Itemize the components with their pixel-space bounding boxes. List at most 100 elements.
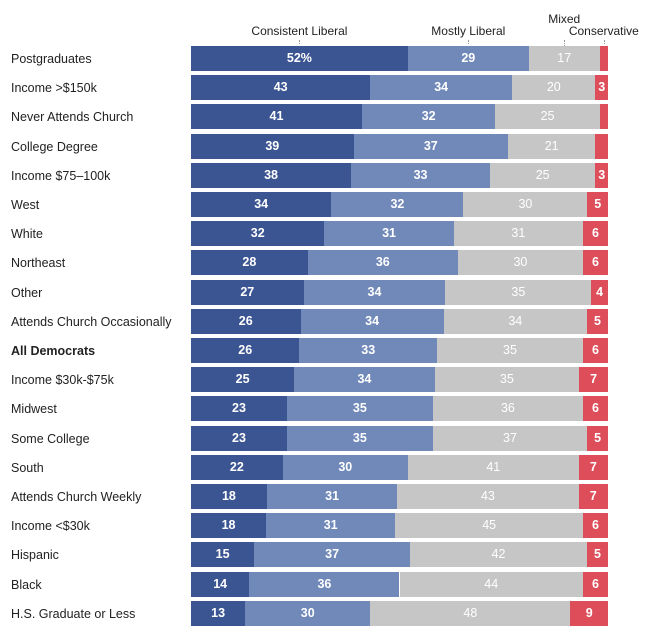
bar-value-label: 33	[413, 167, 428, 182]
bar-value-label: 6	[592, 255, 599, 270]
bar-value-label: 31	[323, 518, 338, 533]
bar-value-label: 32	[421, 109, 436, 124]
bar-segment-mostly-liberal	[249, 571, 400, 597]
bar-value-label: 29	[461, 51, 476, 65]
bar-value-label: 41	[486, 459, 501, 474]
bar-segment-mixed	[463, 192, 588, 217]
bar-segment-conservative	[582, 221, 608, 247]
bar-value-label: 32	[250, 226, 265, 241]
bar-segment-mostly-liberal	[353, 133, 508, 159]
bar-value-label: 4	[596, 284, 604, 299]
bar-segment-mixed	[410, 542, 587, 568]
legend-label-mostly-liberal: Mostly Liberal	[431, 24, 506, 38]
bar-segment-mostly-liberal	[370, 75, 513, 101]
bar-segment-consistent-liberal	[191, 367, 295, 393]
bar-segment-conservative	[586, 542, 608, 568]
category-label: Some College	[11, 431, 90, 446]
category-label: South	[11, 460, 44, 475]
bar-segment-conservative	[578, 454, 608, 480]
bar-segment-mostly-liberal	[299, 338, 438, 363]
bar-segment-mixed	[495, 104, 600, 130]
bar-value-label: 26	[238, 313, 253, 328]
bar-value-label: 30	[338, 459, 353, 474]
category-label: Income $30k-$75k	[11, 373, 114, 388]
bar-segment-conservative	[586, 308, 608, 334]
bar-value-label: 25	[540, 109, 555, 124]
bar-segment-consistent-liberal	[191, 104, 362, 130]
bar-value-label: 21	[544, 138, 559, 153]
bar-segment-conservative	[570, 600, 608, 626]
bar-segment-conservative	[587, 192, 608, 217]
category-label: Attends Church Occasionally	[11, 314, 172, 329]
bar-value-label: 5	[593, 313, 601, 328]
bar-value-label: 34	[254, 197, 269, 211]
category-label: All Democrats	[11, 344, 96, 358]
legend-tick	[604, 40, 605, 44]
bar-value-label: 35	[511, 284, 526, 299]
bar-segment-consistent-liberal	[191, 75, 371, 101]
bar-segment-mixed	[434, 367, 580, 393]
bar-value-label: 7	[589, 459, 597, 474]
bar-segment-consistent-liberal	[191, 454, 283, 480]
bar-segment-mostly-liberal	[282, 454, 408, 480]
bar-value-label: 5	[593, 547, 601, 562]
bar-value-label: 15	[215, 547, 230, 562]
bar-value-label: 18	[221, 518, 236, 533]
bar-segment-mostly-liberal	[407, 46, 529, 71]
bar-value-label: 6	[592, 226, 599, 241]
bar-segment-consistent-liberal	[191, 571, 250, 597]
bar-segment-consistent-liberal	[191, 133, 354, 159]
legend-tick	[468, 40, 469, 44]
bar-value-label: 25	[535, 167, 550, 182]
bar-value-label: 6	[592, 343, 599, 357]
bar-value-label: 6	[592, 401, 599, 416]
bar-segment-consistent-liberal	[191, 484, 267, 509]
bar-segment-mixed	[399, 571, 583, 597]
bar-value-label: 34	[508, 313, 523, 328]
bar-value-label: 25	[235, 372, 250, 387]
bar-segment-consistent-liberal	[191, 513, 267, 539]
bar-value-label: 26	[238, 343, 253, 357]
category-label: Midwest	[11, 402, 57, 417]
bar-value-label: 37	[325, 547, 340, 562]
category-label: Income $75–100k	[11, 168, 111, 183]
bar-value-label: 30	[518, 197, 533, 211]
bar-segment-consistent-liberal	[191, 250, 308, 276]
bar-value-label: 23	[232, 430, 246, 445]
bar-value-label: 36	[375, 255, 390, 270]
bar-segment-mostly-liberal	[286, 396, 433, 422]
category-label: Postgraduates	[11, 52, 92, 66]
bar-segment-mostly-liberal	[294, 367, 435, 393]
bar-segment-mixed	[507, 133, 596, 159]
bar-value-label: 27	[240, 284, 255, 299]
bar-segment-mixed	[457, 250, 583, 276]
bar-value-label: 5	[594, 430, 602, 445]
bar-value-label: 37	[503, 430, 517, 445]
bar-segment-mostly-liberal	[286, 425, 433, 451]
bar-segment-conservative	[595, 133, 608, 159]
bar-value-label: 6	[592, 518, 599, 533]
bar-value-label: 34	[367, 284, 382, 299]
bar-value-label: 3	[598, 167, 606, 182]
bar-value-label: 30	[513, 255, 528, 270]
bar-segment-mixed	[397, 484, 579, 509]
bar-value-label: 39	[265, 138, 280, 153]
bar-segment-mostly-liberal	[266, 513, 396, 539]
bar-segment-conservative	[579, 367, 608, 393]
bar-value-label: 23	[232, 401, 246, 416]
category-label: Attends Church Weekly	[11, 490, 142, 504]
bar-segment-mostly-liberal	[245, 600, 371, 626]
bar-segment-conservative	[582, 338, 608, 363]
bar-value-label: 32	[390, 197, 405, 211]
bar-value-label: 17	[557, 51, 572, 65]
bar-segment-consistent-liberal	[191, 542, 255, 568]
bar-segment-consistent-liberal	[191, 338, 300, 363]
bar-segment-consistent-liberal	[191, 162, 352, 188]
bar-value-label: 31	[382, 226, 397, 241]
bar-segment-mostly-liberal	[307, 250, 458, 276]
bar-value-label: 36	[500, 401, 515, 416]
category-label: Never Attends Church	[11, 110, 134, 125]
bar-segment-consistent-liberal	[191, 46, 408, 71]
category-label: White	[11, 227, 43, 242]
bar-segment-consistent-liberal	[191, 279, 304, 305]
